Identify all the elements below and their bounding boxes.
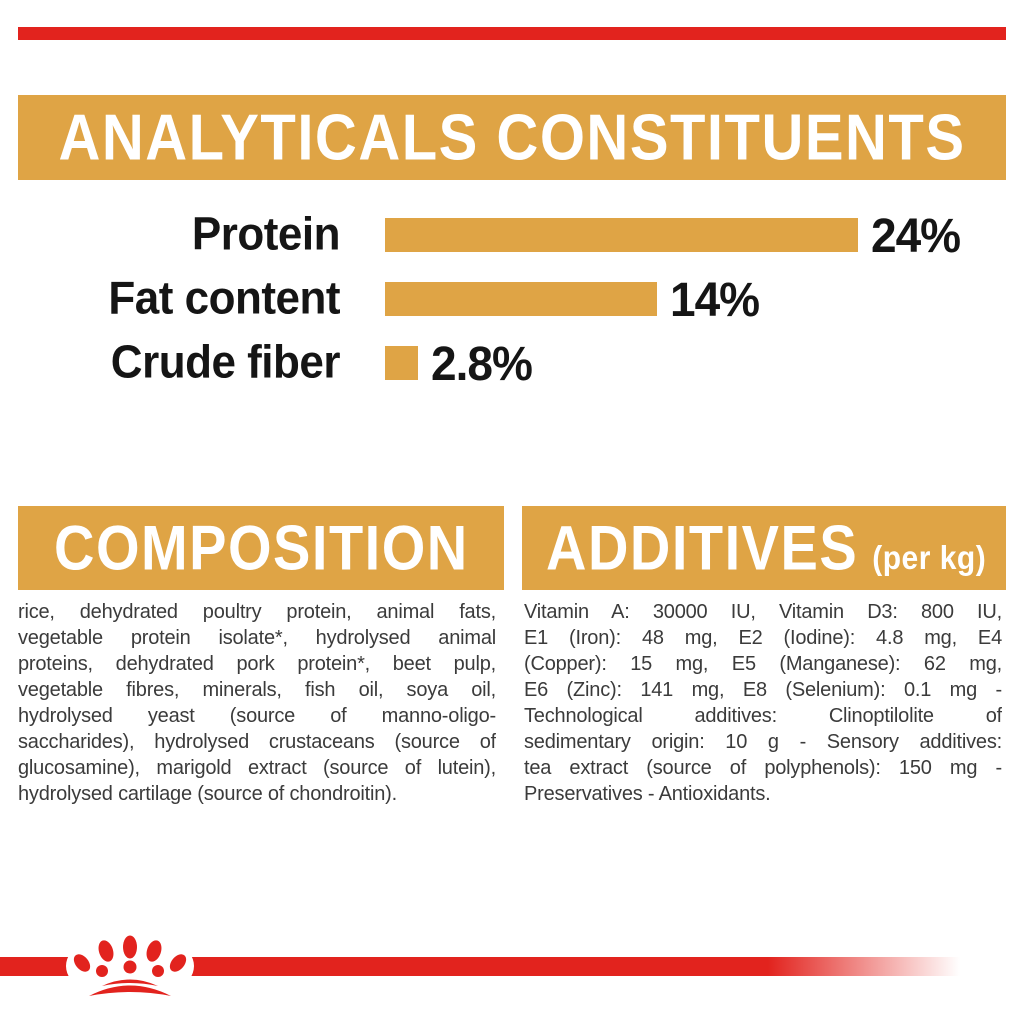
chart-label-crude-fiber: Crude fiber xyxy=(110,336,341,389)
analyticals-title: ANALYTICALS CONSTITUENTS xyxy=(58,100,966,174)
composition-header-band: COMPOSITION xyxy=(18,506,504,590)
composition-line: saccharides), hydrolysed crustaceans (so… xyxy=(18,731,496,753)
composition-line: rice, dehydrated poultry protein, animal… xyxy=(18,601,496,623)
bottom-red-stripe xyxy=(0,957,960,976)
paw-toes xyxy=(73,935,187,977)
chart-row-fat-content: Fat content 14% xyxy=(40,267,984,331)
additives-title-suffix: (per kg) xyxy=(872,540,987,577)
additives-line: tea extract (source of polyphenols): 150… xyxy=(524,757,1002,779)
chart-row-crude-fiber: Crude fiber 2.8% xyxy=(40,331,984,395)
additives-line: Vitamin A: 30000 IU, Vitamin D3: 800 IU, xyxy=(524,601,1002,623)
chart-value-fat-content: 14% xyxy=(670,271,760,327)
additives-header-band: ADDITIVES (per kg) xyxy=(522,506,1006,590)
paw-pad-arcs xyxy=(89,979,171,996)
royal-canin-paw-logo xyxy=(66,930,194,1002)
additives-text: Vitamin A: 30000 IU, Vitamin D3: 800 IU,… xyxy=(524,599,1002,807)
chart-bar-fat-content xyxy=(385,282,657,316)
additives-title: ADDITIVES xyxy=(546,512,859,583)
composition-line: proteins, dehydrated pork protein*, beet… xyxy=(18,653,496,675)
analytical-constituents-chart: Protein 24% Fat content 14% Crude fiber … xyxy=(40,203,984,395)
composition-line: glucosamine), marigold extract (source o… xyxy=(18,757,496,779)
top-red-rule xyxy=(18,27,1006,40)
chart-bar-protein xyxy=(385,218,858,252)
composition-line: hydrolysed yeast (source of manno-oligo- xyxy=(18,705,496,727)
chart-bar-crude-fiber xyxy=(385,346,418,380)
chart-label-fat-content: Fat content xyxy=(108,272,340,325)
composition-title: COMPOSITION xyxy=(54,512,469,583)
chart-label-protein: Protein xyxy=(191,208,341,261)
additives-line: sedimentary origin: 10 g - Sensory addit… xyxy=(524,731,1002,753)
additives-line: E1 (Iron): 48 mg, E2 (Iodine): 4.8 mg, E… xyxy=(524,627,1002,649)
chart-row-protein: Protein 24% xyxy=(40,203,984,267)
additives-line: Preservatives - Antioxidants. xyxy=(524,783,771,805)
composition-line: vegetable protein isolate*, hydrolysed a… xyxy=(18,627,496,649)
analyticals-header-band: ANALYTICALS CONSTITUENTS xyxy=(18,95,1006,180)
composition-text: rice, dehydrated poultry protein, animal… xyxy=(18,599,496,807)
chart-value-protein: 24% xyxy=(871,207,961,263)
chart-value-crude-fiber: 2.8% xyxy=(431,335,533,391)
additives-line: Technological additives: Clinoptilolite … xyxy=(524,705,1002,727)
additives-line: E6 (Zinc): 141 mg, E8 (Selenium): 0.1 mg… xyxy=(524,679,1002,701)
composition-line: hydrolysed cartilage (source of chondroi… xyxy=(18,783,397,805)
composition-line: vegetable fibres, minerals, fish oil, so… xyxy=(18,679,496,701)
additives-line: (Copper): 15 mg, E5 (Manganese): 62 mg, xyxy=(524,653,1002,675)
